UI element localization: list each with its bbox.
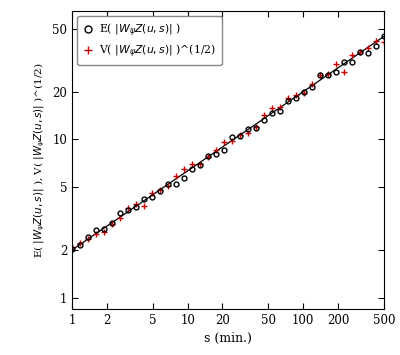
Y-axis label: E( $|W_\psi Z(u,s)|$ ), V( $|W_\psi Z(u,s)|$ )^(1/2): E( $|W_\psi Z(u,s)|$ ), V( $|W_\psi Z(u,… [32, 62, 46, 257]
Legend: E( $|W_\psi Z(u,s)|$ ), V( $|W_\psi Z(u,s)|$ )^(1/2): E( $|W_\psi Z(u,s)|$ ), V( $|W_\psi Z(u,… [78, 16, 222, 65]
X-axis label: s (min.): s (min.) [204, 332, 252, 345]
